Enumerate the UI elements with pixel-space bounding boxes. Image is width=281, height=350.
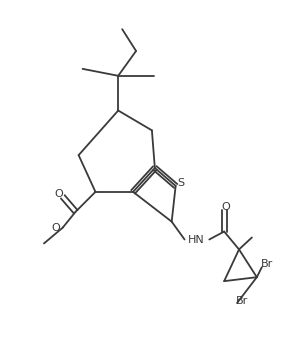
Text: Br: Br [236,296,248,306]
Text: O: O [222,202,230,212]
Text: Br: Br [261,259,273,269]
Text: O: O [51,223,60,233]
Text: O: O [55,189,63,199]
Text: S: S [178,178,185,188]
Text: HN: HN [188,236,205,245]
